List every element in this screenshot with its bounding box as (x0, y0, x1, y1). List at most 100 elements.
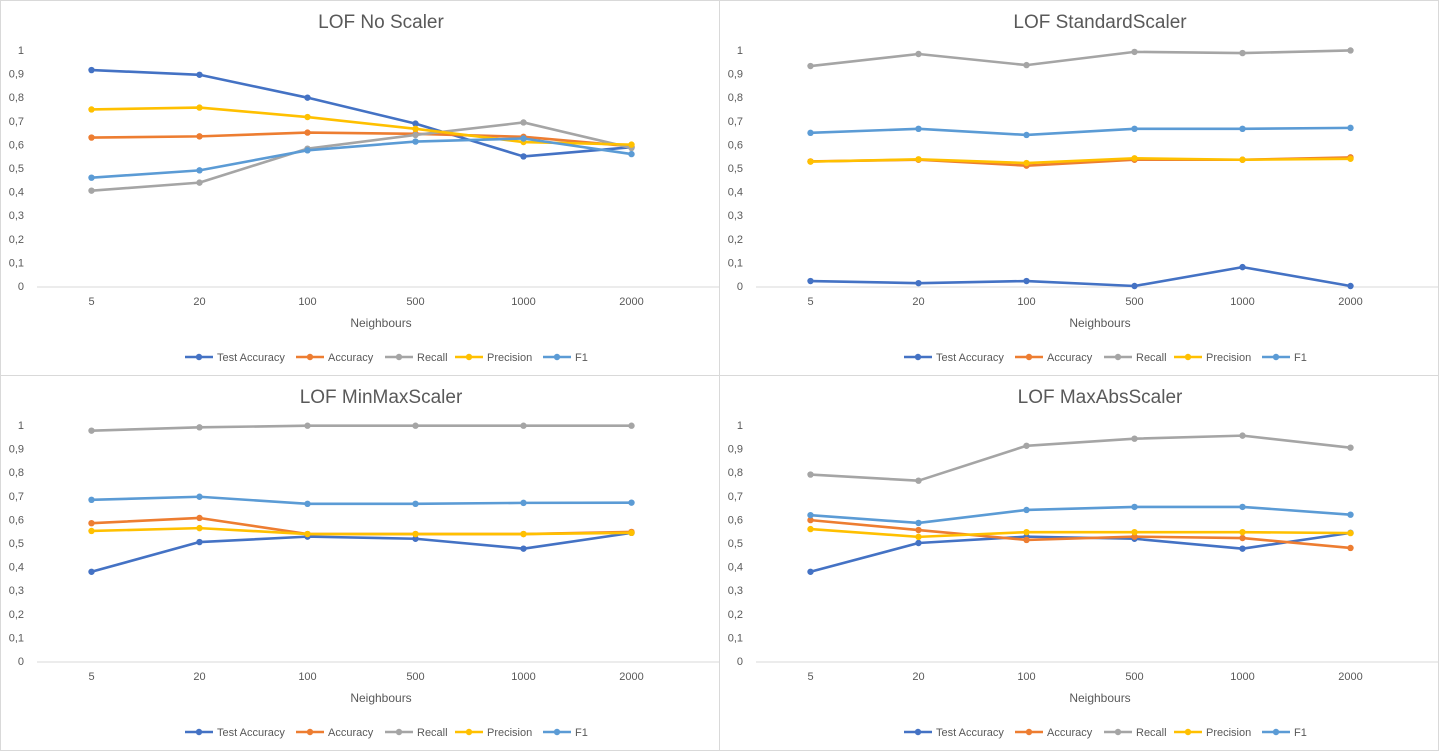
data-point-test-accuracy (88, 568, 95, 575)
chart-title: LOF MinMaxScaler (300, 387, 463, 408)
y-tick-label: 0,8 (728, 467, 743, 479)
legend-marker-recall (395, 353, 403, 361)
data-point-test-accuracy (915, 539, 922, 547)
legend-label-f1: F1 (1294, 352, 1307, 364)
data-point-recall (1023, 61, 1030, 69)
y-tick-label: 0,1 (728, 632, 743, 644)
data-point-test-accuracy (807, 568, 814, 575)
series-line-precision (90, 106, 633, 146)
data-point-recall (915, 50, 922, 58)
y-tick-label: 0,5 (728, 163, 743, 175)
data-point-test-accuracy (88, 66, 95, 74)
data-point-accuracy (807, 516, 814, 524)
x-tick-label: 2000 (1338, 671, 1362, 683)
data-point-recall (1131, 48, 1138, 56)
chart-panel-no-scaler: LOF No Scaler 0 0,1 0,2 0,3 0,4 0,5 0,6 0,7 0,8 0,… (0, 0, 747, 376)
data-point-f1 (304, 500, 311, 508)
legend-marker-f1 (553, 728, 561, 736)
legend-label-precision: Precision (487, 727, 532, 739)
y-tick-label: 0,4 (9, 562, 24, 574)
x-tick-label: 20 (912, 671, 924, 683)
data-point-recall (1023, 442, 1030, 449)
x-tick-label: 20 (193, 296, 205, 308)
data-point-test-accuracy (1347, 282, 1354, 290)
data-point-f1 (1131, 503, 1138, 511)
data-point-test-accuracy (1239, 263, 1246, 271)
data-point-test-accuracy (1239, 545, 1246, 552)
data-point-recall (412, 422, 419, 429)
y-tick-label: 0,8 (9, 467, 24, 479)
legend-marker-accuracy (306, 353, 314, 361)
line-chart-no-scaler: LOF No Scaler 0 0,1 0,2 0,3 0,4 0,5 0,6 0,7 0,8 0,… (9, 12, 747, 364)
x-tick-label: 500 (1125, 671, 1143, 683)
data-point-precision (1023, 159, 1030, 167)
data-point-f1 (1023, 506, 1030, 514)
data-point-test-accuracy (1023, 277, 1030, 285)
legend-label-recall: Recall (1136, 352, 1167, 364)
y-tick-label: 0,9 (728, 69, 743, 81)
line-chart-standard-scaler: LOF StandardScaler 0 0,1 0,2 0,3 0,4 0,5 0,6 0,7… (728, 12, 1439, 364)
data-point-f1 (807, 511, 814, 519)
data-point-f1 (412, 138, 419, 145)
data-point-recall (1347, 47, 1354, 54)
y-tick-label: 0 (737, 281, 743, 293)
y-tick-label: 0,7 (728, 491, 743, 503)
series-line-precision (90, 526, 633, 536)
data-point-f1 (807, 129, 814, 137)
data-point-precision (628, 141, 635, 148)
legend-label-accuracy: Accuracy (328, 352, 374, 364)
y-tick-label: 0,6 (728, 139, 743, 151)
data-point-f1 (88, 496, 95, 504)
data-point-recall (520, 119, 527, 126)
data-point-f1 (520, 499, 527, 507)
data-point-precision (196, 104, 203, 111)
legend-label-precision: Precision (1206, 352, 1251, 364)
x-tick-label: 1000 (511, 671, 535, 683)
chart-title: LOF StandardScaler (1013, 12, 1187, 33)
legend-marker-accuracy (306, 728, 314, 736)
series-line-f1 (809, 505, 1352, 525)
data-point-accuracy (1131, 533, 1138, 540)
legend-marker-test-accuracy (914, 728, 922, 736)
series-line-accuracy (809, 518, 1352, 550)
x-tick-label: 500 (406, 296, 424, 308)
x-tick-label: 5 (88, 296, 94, 308)
x-tick-label: 20 (912, 296, 924, 308)
data-point-precision (807, 525, 814, 533)
data-point-precision (1023, 528, 1030, 536)
y-tick-label: 0,2 (728, 609, 743, 621)
series-line-test-accuracy (90, 531, 633, 574)
data-point-precision (1239, 528, 1246, 536)
series-line-recall (809, 434, 1352, 482)
data-point-f1 (915, 519, 922, 527)
data-point-precision (1131, 528, 1138, 536)
line-chart-maxabs-scaler: LOF MaxAbsScaler 0 0,1 0,2 0,3 0,4 0,5 0,6 0,7 0,… (728, 387, 1439, 739)
chart-title: LOF MaxAbsScaler (1018, 387, 1183, 408)
data-point-recall (915, 477, 922, 484)
legend-label-test-accuracy: Test Accuracy (217, 727, 285, 739)
y-tick-label: 0,5 (9, 538, 24, 550)
legend-label-test-accuracy: Test Accuracy (936, 352, 1004, 364)
data-point-recall (304, 422, 311, 429)
legend-marker-recall (1114, 353, 1122, 361)
legend-marker-recall (395, 728, 403, 736)
data-point-test-accuracy (1131, 282, 1138, 290)
x-tick-label: 2000 (619, 296, 643, 308)
x-tick-label: 5 (88, 671, 94, 683)
data-point-test-accuracy (196, 538, 203, 546)
legend-marker-test-accuracy (195, 728, 203, 736)
chart-panel-standard-scaler: LOF StandardScaler 0 0,1 0,2 0,3 0,4 0,5 0,6 0,7… (719, 0, 1439, 376)
legend-marker-test-accuracy (195, 353, 203, 361)
data-point-f1 (520, 135, 527, 142)
data-point-f1 (196, 167, 203, 174)
data-point-precision (1239, 156, 1246, 163)
data-point-f1 (412, 500, 419, 508)
legend-marker-recall (1114, 728, 1122, 736)
chart-panel-minmax-scaler: LOF MinMaxScaler 0 0,1 0,2 0,3 0,4 0,5 0,6 0,7 0,… (0, 375, 747, 751)
data-point-f1 (88, 174, 95, 181)
legend-marker-precision (465, 728, 473, 736)
data-point-recall (807, 62, 814, 70)
y-tick-label: 0,6 (728, 514, 743, 526)
x-tick-label: 2000 (1338, 296, 1362, 308)
data-point-f1 (1239, 125, 1246, 133)
